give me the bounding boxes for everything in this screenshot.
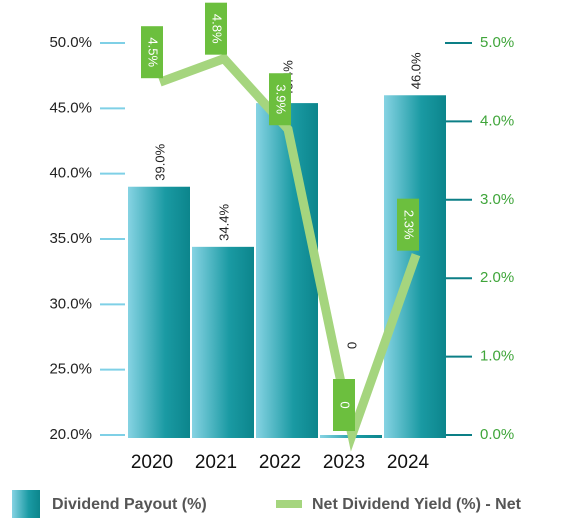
y-tick-label: 50.0%: [49, 34, 92, 51]
label-box: [205, 2, 227, 55]
bar: [128, 186, 190, 438]
line-value-label: 3.9%: [269, 73, 291, 126]
line-value-text: 4.5%: [146, 37, 161, 67]
bar-value-label: 34.4%: [216, 204, 231, 241]
bar: [256, 103, 318, 439]
y-tick-label: 35.0%: [49, 230, 92, 247]
y2-tick-label: 3.0%: [480, 191, 514, 208]
x-tick-label: 2023: [323, 452, 365, 473]
bar-value-label: 46.0%: [408, 52, 423, 89]
x-tick-label: 2024: [387, 452, 430, 473]
legend-swatch: [12, 490, 40, 518]
legend-label: Dividend Payout (%): [52, 496, 207, 513]
x-tick-label: 2021: [195, 452, 237, 473]
y2-tick-label: 4.0%: [480, 112, 514, 129]
line-value-text: 4.8%: [210, 14, 225, 44]
bar-value-label: 39.0%: [152, 143, 167, 180]
y2-tick-label: 1.0%: [480, 348, 514, 365]
line-value-text: 3.9%: [274, 84, 289, 114]
label-box: [269, 73, 291, 126]
line-value-label: 2.3%: [397, 198, 419, 251]
bar-value-label: 0: [344, 342, 359, 349]
y-tick-label: 30.0%: [49, 295, 92, 312]
line-value-label: 4.8%: [205, 2, 227, 55]
line-value-text: 0: [338, 401, 353, 408]
y-tick-label: 45.0%: [49, 99, 92, 116]
x-tick-label: 2020: [131, 452, 173, 473]
y-tick-label: 20.0%: [49, 426, 92, 443]
y-tick-label: 40.0%: [49, 165, 92, 182]
x-tick-label: 2022: [259, 452, 301, 473]
y2-tick-label: 0.0%: [480, 426, 514, 443]
label-box: [141, 26, 163, 79]
line-value-label: 0: [333, 379, 355, 431]
bar: [192, 246, 254, 438]
y-tick-label: 25.0%: [49, 361, 92, 378]
line-value-label: 4.5%: [141, 26, 163, 79]
line: [158, 53, 421, 452]
label-box: [397, 198, 419, 251]
label-box: [333, 379, 355, 431]
line-value-text: 2.3%: [402, 210, 417, 240]
legend-label: Net Dividend Yield (%) - Net: [312, 496, 522, 513]
y2-tick-label: 2.0%: [480, 269, 514, 286]
y2-tick-label: 5.0%: [480, 34, 514, 51]
